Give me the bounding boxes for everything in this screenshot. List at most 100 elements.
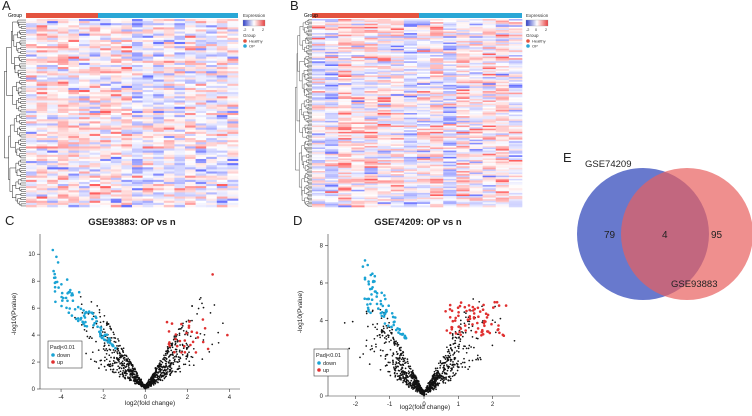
venn-circle-right	[621, 168, 752, 300]
ns-point	[178, 349, 181, 352]
ns-point	[406, 358, 409, 360]
ns-point	[190, 355, 193, 358]
volcano-d-legend-up-dot	[317, 368, 321, 372]
ns-point	[398, 362, 401, 365]
ns-point	[494, 305, 496, 308]
ns-point	[188, 364, 191, 367]
ns-point	[159, 374, 162, 377]
ns-point	[118, 352, 121, 355]
ns-point	[407, 362, 409, 365]
ns-point	[127, 376, 129, 378]
ns-point	[105, 358, 108, 361]
ns-point	[412, 388, 414, 390]
ns-point	[476, 357, 479, 360]
up-point	[476, 327, 480, 330]
down-point	[368, 287, 372, 291]
down-point	[71, 299, 75, 302]
down-point	[375, 302, 379, 306]
volcano-c-legend-down: down	[57, 353, 70, 359]
ns-point	[102, 348, 105, 350]
down-point	[390, 312, 394, 315]
ns-point	[168, 368, 171, 371]
scale-tick-low-a: -2	[243, 28, 246, 32]
down-point	[366, 263, 369, 267]
ns-point	[130, 362, 132, 364]
ns-point	[387, 361, 390, 364]
ns-point	[397, 343, 400, 346]
ns-point	[405, 372, 408, 375]
ns-point	[448, 379, 450, 382]
ns-point	[412, 381, 414, 384]
ns-point	[385, 338, 388, 340]
down-point	[54, 300, 57, 304]
ns-point	[175, 350, 178, 353]
ns-point	[158, 368, 160, 371]
ns-point	[161, 379, 164, 382]
ns-point	[428, 382, 431, 384]
ns-point	[161, 361, 164, 364]
ns-point	[370, 345, 373, 347]
ns-point	[454, 339, 457, 342]
ns-point	[456, 333, 459, 336]
ns-point	[128, 366, 130, 369]
ns-point	[121, 355, 124, 357]
group-bar-healthy-b	[312, 13, 419, 18]
down-point	[99, 331, 102, 335]
ns-point	[182, 329, 185, 332]
up-point	[206, 347, 210, 351]
ns-point	[446, 356, 448, 359]
down-point	[108, 341, 112, 344]
y-tick-label: 4	[320, 319, 324, 325]
ns-point	[172, 361, 174, 364]
up-point	[174, 337, 177, 341]
ns-point	[442, 362, 444, 364]
volcano-d-axes: -2-101202468	[320, 234, 520, 408]
ns-point	[169, 366, 171, 369]
ns-point	[459, 319, 462, 322]
ns-point	[425, 387, 428, 389]
ns-point	[85, 352, 87, 355]
ns-point	[130, 375, 132, 378]
down-point	[82, 309, 85, 312]
ns-point	[114, 337, 117, 339]
ns-point	[122, 349, 124, 352]
ns-point	[110, 337, 113, 339]
down-point	[377, 307, 380, 310]
ns-point	[375, 343, 377, 346]
down-point	[70, 314, 74, 317]
down-point	[393, 320, 396, 323]
ns-point	[117, 345, 120, 347]
ns-point	[439, 360, 442, 362]
volcano-d: GSE74209: OP vs n -2-101202468 log2(fold…	[290, 212, 560, 411]
down-point	[99, 329, 103, 332]
ns-point	[164, 352, 167, 355]
ns-point	[382, 325, 385, 328]
ns-point	[102, 328, 105, 331]
volcano-c-legend-up-dot	[51, 360, 55, 364]
ns-point	[122, 374, 125, 377]
ns-point	[164, 373, 166, 375]
y-tick-label: 2	[32, 360, 36, 366]
ns-point	[123, 362, 126, 365]
ns-point	[423, 393, 426, 395]
ns-point	[455, 372, 457, 375]
ns-point	[436, 369, 439, 372]
ns-point	[111, 351, 114, 354]
ns-point	[375, 345, 377, 348]
ns-point	[365, 339, 368, 342]
up-point	[492, 306, 495, 309]
ns-point	[118, 366, 121, 369]
ns-point	[166, 373, 168, 375]
ns-point	[456, 350, 458, 352]
ns-point	[123, 359, 126, 361]
ns-point	[387, 370, 390, 373]
ns-point	[113, 340, 116, 343]
up-point	[183, 344, 186, 348]
up-point	[454, 316, 457, 320]
ns-point	[445, 376, 447, 379]
down-point	[53, 281, 57, 285]
ns-point	[91, 337, 93, 339]
down-point	[387, 324, 390, 327]
volcano-c-title: GSE93883: OP vs n	[88, 217, 176, 228]
ns-point	[131, 363, 133, 366]
